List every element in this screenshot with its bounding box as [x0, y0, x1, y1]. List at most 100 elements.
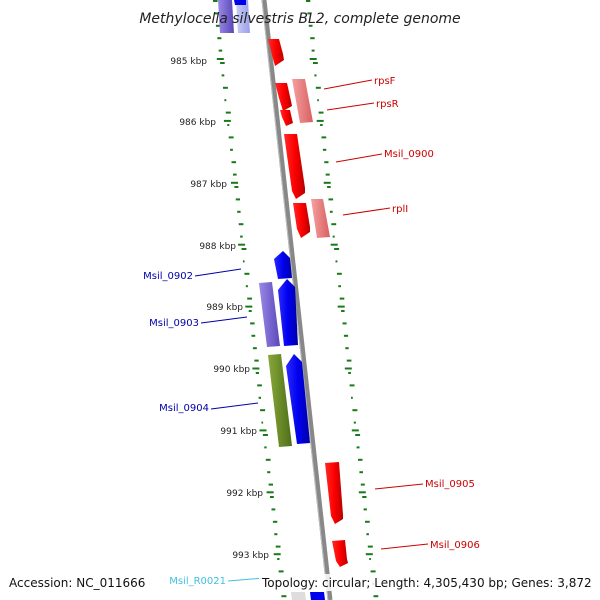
gc-mark	[213, 0, 218, 2]
kbp-tick	[259, 429, 267, 432]
gene-partial-top-c[interactable]	[234, 0, 246, 5]
kbp-label: 986 kbp	[179, 118, 216, 128]
gc-mark	[328, 198, 334, 201]
kbp-tick	[216, 58, 224, 60]
gc-mark	[369, 558, 371, 560]
gc-mark	[336, 272, 342, 275]
kbp-tick	[344, 367, 352, 370]
gc-mark	[228, 136, 234, 139]
label-Msil_0900[interactable]: Msil_0900	[384, 149, 434, 160]
gc-mark	[355, 434, 361, 436]
gc-mark	[245, 285, 248, 288]
label-Msil_0904[interactable]: Msil_0904	[159, 403, 209, 414]
gc-mark	[360, 483, 365, 486]
gc-mark	[257, 384, 262, 387]
gc-mark	[313, 62, 318, 64]
label-rpsF[interactable]: rpsF	[374, 76, 396, 87]
gc-mark	[345, 347, 349, 350]
label-Msil_0906[interactable]: Msil_0906	[430, 540, 480, 551]
gene-partial-top-a[interactable]	[218, 0, 234, 33]
gene-Msil_0903[interactable]	[278, 279, 298, 346]
gc-mark	[220, 62, 225, 64]
gc-mark	[258, 396, 261, 399]
gene-rpsF[interactable]	[275, 83, 292, 111]
kbp-label: 992 kbp	[226, 489, 263, 499]
gc-mark	[331, 223, 337, 226]
gc-mark	[307, 12, 312, 15]
gene-partial-bottom-b[interactable]	[310, 592, 325, 600]
gene-rpsF-light[interactable]	[292, 79, 313, 123]
gene-Msil_0904[interactable]	[286, 354, 310, 444]
gc-mark	[329, 210, 333, 213]
kbp-tick	[337, 305, 345, 308]
kbp-label: 987 kbp	[190, 180, 227, 190]
gc-mark	[315, 86, 321, 89]
rna-callout-line	[227, 577, 265, 582]
kbp-tick	[223, 119, 231, 122]
label-Msil_0905[interactable]: Msil_0905	[425, 479, 475, 490]
gc-mark	[311, 49, 315, 52]
gc-mark	[255, 372, 259, 374]
kbp-tick	[330, 243, 338, 246]
gc-mark	[366, 533, 369, 536]
kbp-tick	[252, 367, 260, 370]
gc-mark	[320, 124, 323, 126]
gene-partial-bottom-a[interactable]	[291, 592, 306, 600]
gc-mark	[363, 508, 367, 511]
gc-mark	[359, 471, 363, 474]
kbp-label: 993 kbp	[232, 551, 269, 561]
gc-mark	[346, 359, 352, 362]
gene-rplI[interactable]	[293, 203, 310, 238]
gc-mark	[343, 334, 349, 337]
gc-mark	[306, 0, 311, 2]
forward-gene-labels	[323, 79, 429, 550]
gc-mark	[352, 409, 358, 412]
label-Msil_0902[interactable]: Msil_0902	[143, 271, 193, 282]
gc-mark	[322, 148, 327, 151]
gc-track-outer	[306, 0, 379, 598]
gc-mark	[240, 235, 243, 238]
gc-mark	[318, 111, 324, 114]
gc-mark	[277, 558, 280, 560]
label-rplI[interactable]: rplI	[392, 204, 408, 215]
gc-mark	[278, 570, 284, 573]
gc-mark	[238, 223, 244, 226]
label-rpsR[interactable]: rpsR	[376, 99, 399, 110]
gc-mark	[215, 24, 221, 27]
gene-Msil_0903-light[interactable]	[259, 282, 280, 347]
gc-mark	[231, 161, 237, 164]
gc-mark	[244, 272, 250, 275]
gc-mark	[230, 148, 233, 151]
kbp-tick	[231, 181, 238, 184]
gene-Msil_0905[interactable]	[325, 462, 343, 524]
kbp-tick	[309, 58, 317, 60]
label-Msil_R0021[interactable]: Msil_R0021	[169, 576, 226, 587]
gc-mark	[247, 297, 252, 300]
gene-Msil_0904-green[interactable]	[268, 354, 292, 447]
gene-partial-top-b[interactable]	[236, 0, 250, 33]
gc-mark	[362, 496, 367, 498]
gc-mark	[227, 124, 230, 126]
footer-topology-bg	[259, 574, 594, 591]
gc-mark	[338, 285, 341, 288]
gc-mark	[223, 86, 228, 89]
gene-Msil_0902[interactable]	[274, 251, 292, 279]
label-Msil_0903[interactable]: Msil_0903	[149, 318, 199, 329]
gene-rplI-light[interactable]	[311, 199, 330, 238]
kbp-tick	[316, 119, 324, 122]
gc-track-inner	[213, 0, 287, 598]
gene-Msil_0900[interactable]	[284, 134, 305, 199]
gc-mark	[327, 186, 331, 188]
gc-mark	[353, 421, 356, 424]
gc-mark	[367, 545, 373, 548]
gc-mark	[314, 74, 317, 77]
gene-rpsR[interactable]	[280, 110, 293, 126]
gc-mark	[275, 545, 281, 548]
gc-mark	[218, 49, 223, 52]
gene-Msil_0906[interactable]	[332, 540, 348, 567]
gc-mark	[373, 595, 379, 598]
gc-mark	[233, 173, 237, 176]
gc-mark	[251, 334, 256, 337]
gene-arrow-icon[interactable]	[268, 39, 284, 66]
gc-mark	[351, 396, 353, 399]
